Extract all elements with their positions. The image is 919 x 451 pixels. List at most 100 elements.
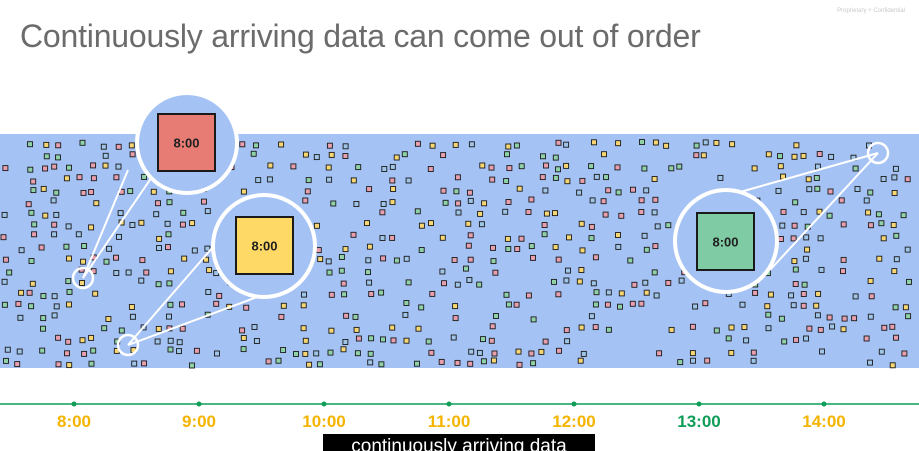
data-element [492, 269, 499, 276]
data-element [1, 301, 8, 308]
data-element [88, 360, 95, 367]
data-element [689, 323, 696, 330]
data-element [129, 222, 136, 228]
data-element [14, 361, 21, 368]
data-element [779, 222, 786, 229]
data-element [878, 220, 885, 227]
data-element [467, 360, 474, 367]
data-element [643, 289, 650, 296]
data-element [467, 197, 474, 204]
data-element [579, 247, 586, 254]
data-element [415, 325, 422, 332]
data-element [266, 176, 273, 183]
data-element [365, 269, 371, 276]
data-element [800, 152, 807, 159]
data-element [652, 196, 659, 203]
data-element [368, 335, 375, 342]
data-element [179, 325, 186, 332]
data-element [317, 256, 324, 263]
magnified-element-label: 8:00 [251, 239, 277, 254]
data-element [389, 199, 396, 206]
data-element [665, 279, 672, 286]
data-element [328, 291, 335, 298]
data-element [338, 254, 345, 260]
data-element [240, 346, 247, 353]
data-element [193, 347, 200, 354]
data-element [818, 266, 825, 273]
data-element [164, 220, 171, 227]
data-element [454, 359, 461, 366]
data-element [313, 154, 320, 161]
video-caption: continuously arriving data [323, 434, 595, 451]
data-element [552, 244, 559, 251]
data-element [605, 289, 612, 296]
data-element [64, 350, 70, 357]
data-element [79, 280, 85, 286]
data-element [505, 246, 512, 252]
data-element [439, 234, 446, 241]
data-element [100, 143, 107, 150]
timeline-tick [196, 401, 202, 407]
data-element [791, 153, 798, 160]
data-element [451, 257, 458, 263]
data-element [518, 163, 525, 170]
data-element [663, 142, 670, 149]
data-element [525, 292, 532, 299]
data-element [191, 247, 198, 254]
data-element [250, 150, 257, 157]
data-element [541, 222, 548, 228]
data-element [631, 281, 638, 288]
data-element [530, 360, 537, 367]
magnified-element [696, 212, 755, 271]
data-element [293, 351, 299, 357]
data-element [702, 300, 709, 307]
data-element [450, 334, 457, 341]
data-element [579, 177, 586, 184]
data-element [154, 338, 161, 345]
data-element [502, 208, 509, 215]
data-element [564, 178, 571, 185]
data-element [493, 313, 499, 319]
data-element [327, 349, 334, 356]
highlight-ring [866, 141, 890, 165]
data-element [26, 289, 33, 296]
data-element [66, 301, 72, 308]
data-element [829, 323, 836, 330]
data-element [25, 201, 32, 208]
data-element [889, 323, 896, 330]
data-element [489, 176, 496, 183]
data-element [189, 362, 195, 369]
data-element [851, 315, 858, 322]
data-element [629, 300, 636, 307]
data-element [541, 231, 548, 238]
data-element [513, 301, 520, 308]
callouts: 8:00 8:00 8:00 [135, 91, 779, 299]
data-element [750, 357, 757, 364]
data-element [378, 289, 385, 296]
data-element [665, 222, 672, 229]
data-element [793, 142, 800, 149]
data-element [490, 357, 497, 364]
data-element [90, 162, 97, 169]
data-element [765, 311, 772, 318]
data-element [725, 335, 732, 342]
data-element [555, 166, 561, 173]
data-element [627, 257, 634, 264]
data-element [353, 326, 360, 333]
data-element [778, 315, 785, 322]
data-element [504, 151, 510, 158]
data-element [28, 258, 35, 264]
data-element [129, 151, 136, 158]
data-element [92, 290, 99, 297]
data-element [53, 303, 60, 310]
data-element [677, 359, 684, 366]
data-element [50, 197, 57, 204]
data-element [505, 301, 512, 308]
data-element [105, 316, 112, 322]
data-element [165, 244, 171, 251]
data-element [167, 301, 174, 308]
data-element [891, 174, 898, 181]
data-element [102, 162, 109, 169]
data-element [342, 246, 349, 253]
magnified-element [235, 216, 294, 275]
